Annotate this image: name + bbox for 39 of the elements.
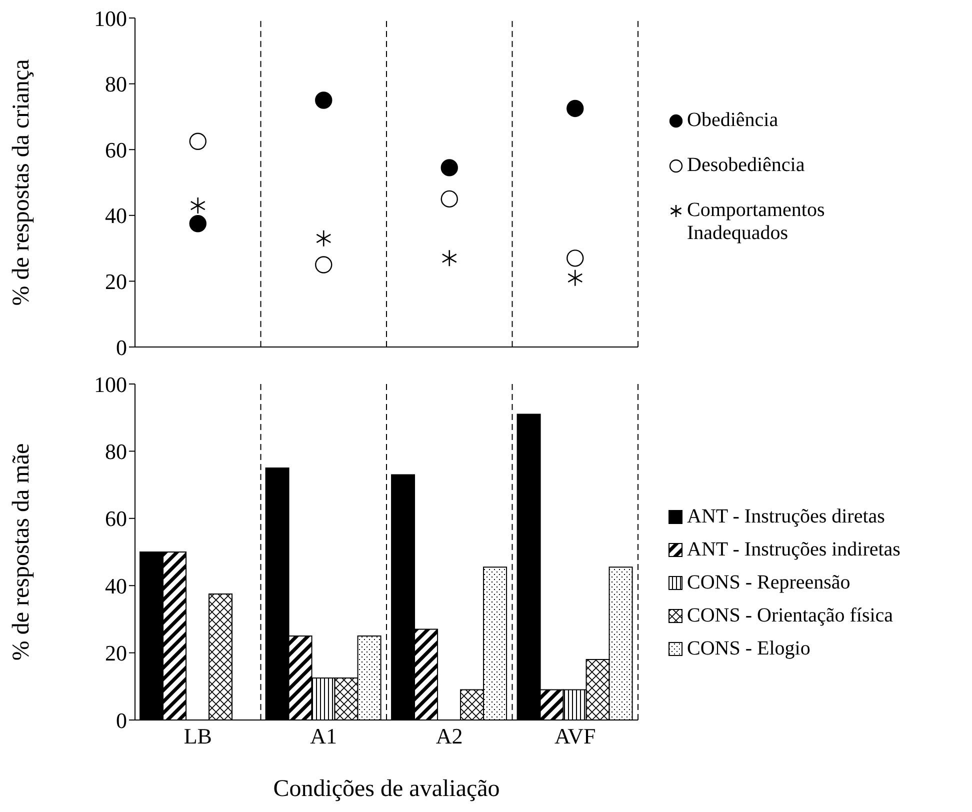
point <box>189 132 206 150</box>
point <box>566 100 584 118</box>
point <box>440 190 458 208</box>
point <box>190 196 206 214</box>
legend-label: CONS - Elogio <box>687 638 810 660</box>
point <box>442 250 457 267</box>
x-tick-label: AVF <box>554 724 596 749</box>
y-tick-label: 40 <box>105 203 127 228</box>
legend-label: Desobediência <box>687 154 805 177</box>
point <box>315 256 332 274</box>
y-tick-label: 20 <box>105 269 127 294</box>
y-tick-label: 100 <box>94 6 127 31</box>
y-tick-label: 20 <box>105 640 127 666</box>
legend-label: Obediência <box>687 109 778 132</box>
x-tick-label: A2 <box>436 724 463 749</box>
y-axis-title: % de respostas da criança <box>8 58 35 306</box>
y-tick-label: 40 <box>105 573 127 598</box>
y-axis-title: % de respostas da mãe <box>8 443 35 661</box>
point <box>566 250 584 267</box>
y-tick-label: 100 <box>94 372 127 397</box>
y-tick-label: 60 <box>105 137 127 162</box>
y-tick-label: 60 <box>105 506 127 532</box>
x-tick-label: A1 <box>310 724 338 749</box>
point <box>568 269 583 287</box>
y-tick-label: 0 <box>116 334 127 360</box>
legend-label: ANT - Instruções diretas <box>687 506 885 528</box>
point <box>189 215 206 232</box>
y-tick-label: 80 <box>105 439 127 464</box>
legend-label: CONS - Repreensão <box>687 572 850 594</box>
x-tick-label: LB <box>184 724 212 749</box>
y-tick-label: 80 <box>105 72 127 97</box>
legend-label: CONS - Orientação física <box>687 604 894 628</box>
legend-label: ANT - Instruções indiretas <box>687 538 900 562</box>
point <box>440 159 458 176</box>
legend-label: Comportamentos Inadequados <box>687 199 826 245</box>
x-axis-title: Condições de avaliação <box>273 776 500 802</box>
point <box>315 92 332 109</box>
y-tick-label: 0 <box>116 708 127 733</box>
point <box>316 230 332 248</box>
